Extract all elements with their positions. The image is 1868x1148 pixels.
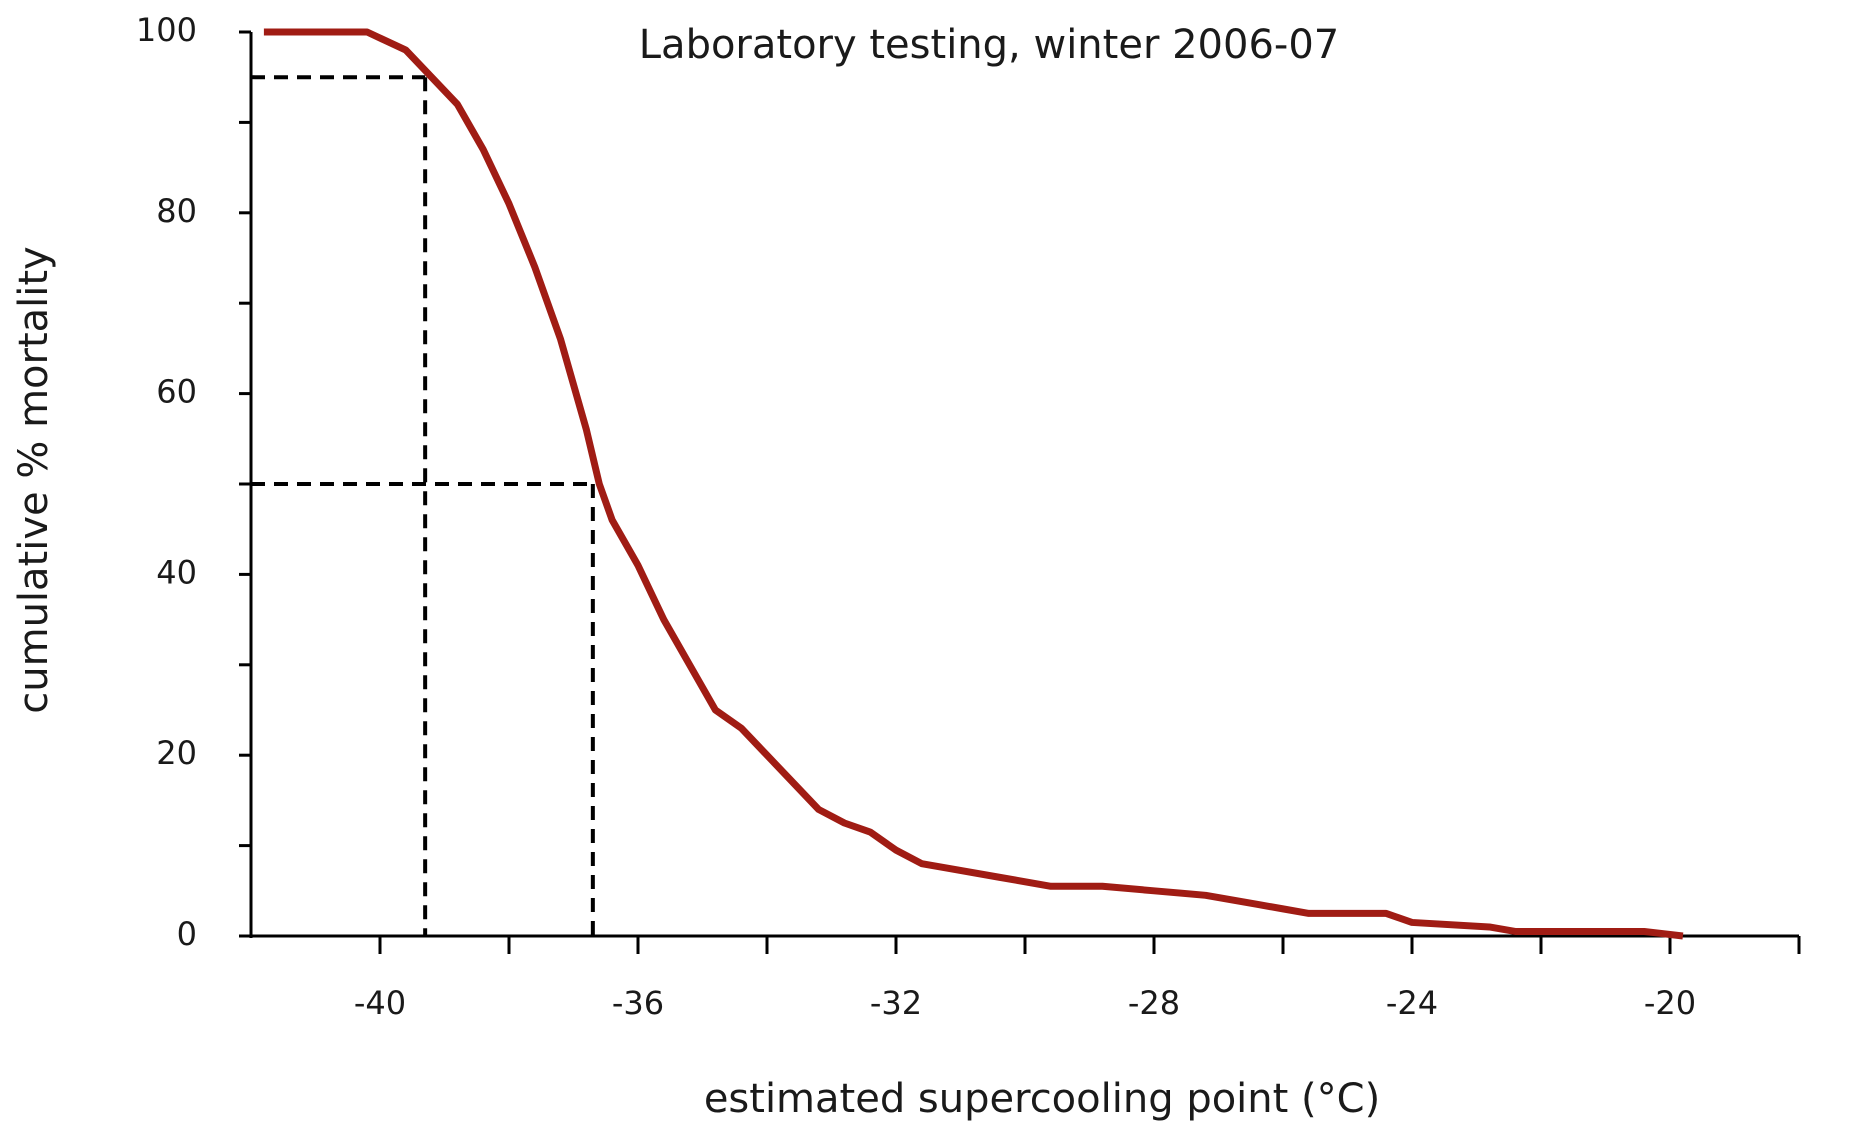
x-tick-label: -36 (612, 984, 664, 1022)
x-tick-label: -32 (870, 984, 922, 1022)
y-tick-label: 40 (156, 553, 197, 591)
y-tick-label: 60 (156, 373, 197, 411)
x-tick-label: -24 (1386, 984, 1438, 1022)
y-tick-label: 80 (156, 192, 197, 230)
chart-title: Laboratory testing, winter 2006-07 (639, 22, 1339, 68)
y-tick-label: 0 (177, 915, 197, 953)
x-tick-label: -40 (354, 984, 406, 1022)
y-tick-label: 20 (156, 734, 197, 772)
x-tick-label: -20 (1644, 984, 1696, 1022)
x-tick-label: -28 (1128, 984, 1180, 1022)
line-series (263, 28, 1684, 940)
y-tick-label: 100 (136, 11, 197, 49)
x-axis-label: estimated supercooling point (°C) (704, 1076, 1380, 1122)
y-axis-label: cumulative % mortality (11, 246, 57, 713)
